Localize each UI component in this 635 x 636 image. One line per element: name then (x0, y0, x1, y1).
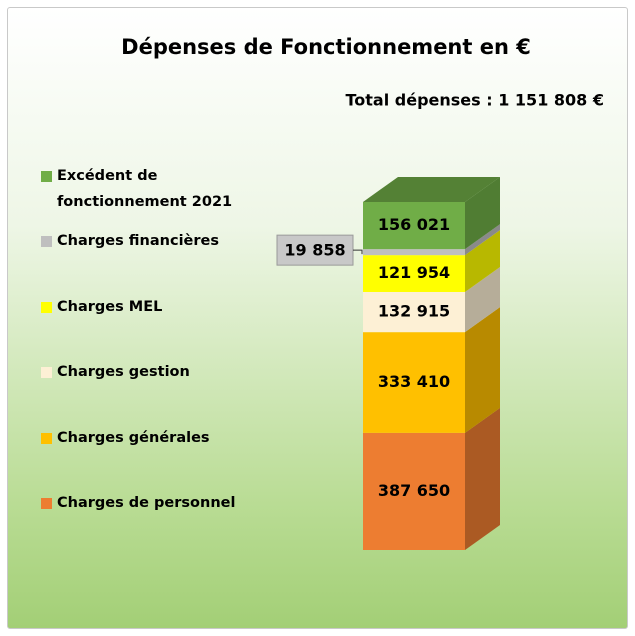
bar-side-shade (465, 230, 500, 292)
bar-top-shade (363, 177, 500, 202)
legend-label: Charges MEL (57, 298, 163, 315)
chart-title: Dépenses de Fonctionnement en € (121, 35, 531, 59)
value-label: 333 410 (378, 372, 450, 391)
legend-item: Charges MEL (41, 294, 257, 320)
value-label: 132 915 (378, 302, 450, 321)
bar-side (465, 307, 500, 433)
callout-line (353, 249, 363, 255)
legend-label: Charges de personnel (57, 495, 236, 511)
legend-label: Charges financières (57, 233, 219, 249)
bar-side (465, 224, 500, 256)
value-label: 387 650 (378, 481, 450, 500)
legend-swatch (41, 432, 52, 444)
bar-segment (363, 291, 465, 333)
legend-label: Charges générales (57, 429, 210, 446)
legend-label: Charges gestion (57, 364, 190, 380)
value-label: 156 021 (378, 215, 450, 234)
legend-swatch (41, 367, 52, 378)
bar-segment (363, 202, 465, 250)
legend-label: Excédent de fonctionnement 2021 (57, 167, 233, 210)
bar-side-shade (465, 407, 500, 550)
bar-side-shade (465, 307, 500, 433)
bar-segment (363, 255, 465, 292)
legend-swatch (41, 498, 52, 509)
bar-segment (363, 332, 465, 433)
legend-item: Charges générales (41, 425, 257, 451)
bar-side (465, 230, 500, 292)
legend-item: Excédent de fonctionnement 2021 (41, 163, 257, 215)
bar-side (465, 407, 500, 550)
bar-side-shade (465, 177, 500, 250)
legend-swatch (41, 301, 52, 313)
legend-item: Charges gestion (41, 359, 257, 385)
value-label: 19 858 (284, 241, 345, 260)
legend-swatch (41, 236, 52, 247)
value-label: 121 954 (378, 263, 450, 282)
callout-box (276, 234, 354, 266)
bar-side (465, 266, 500, 333)
chart-area (7, 7, 628, 629)
legend-item: Charges de personnel (41, 490, 257, 516)
chart-subtitle: Total dépenses : 1 151 808 € (346, 91, 605, 110)
bar-side-shade (465, 224, 500, 256)
legend-item: Charges financières (41, 228, 257, 254)
legend-swatch (41, 170, 52, 182)
bar-segment (363, 249, 465, 256)
bar-top (363, 177, 500, 202)
bar-side (465, 177, 500, 250)
bar-segment (363, 432, 465, 550)
bar-side-shade (465, 266, 500, 333)
